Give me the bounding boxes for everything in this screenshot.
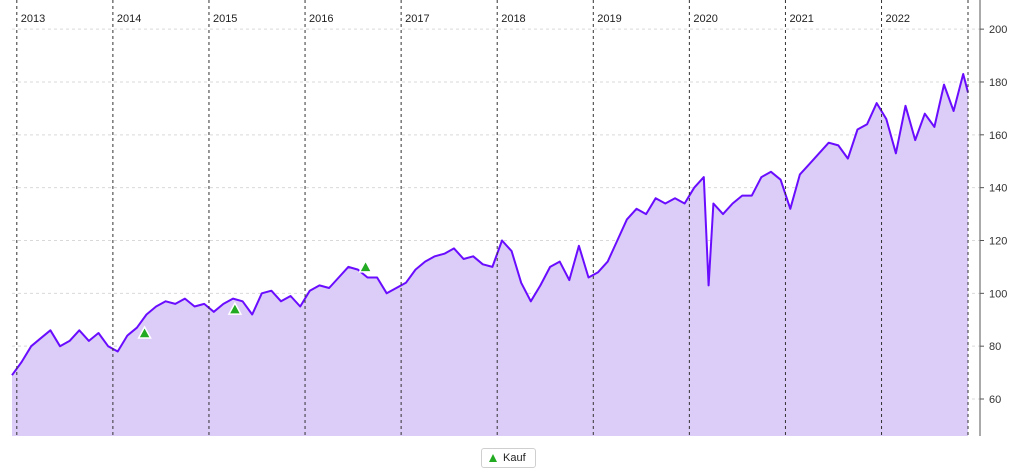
legend-kauf[interactable]: Kauf bbox=[481, 448, 536, 468]
buy-triangle-icon bbox=[489, 454, 497, 462]
year-label: 2022 bbox=[886, 13, 910, 25]
buy-marker[interactable] bbox=[137, 325, 152, 339]
y-tick-label: 200 bbox=[989, 24, 1007, 36]
legend-label: Kauf bbox=[503, 452, 526, 464]
y-tick-label: 60 bbox=[989, 394, 1001, 406]
year-label: 2014 bbox=[117, 13, 141, 25]
y-tick-label: 100 bbox=[989, 288, 1007, 300]
buy-marker[interactable] bbox=[358, 259, 373, 273]
year-labels: 2013 2014 2015 2016 2017 2018 2019 2020 2021 2022 bbox=[21, 13, 910, 25]
year-label: 2018 bbox=[501, 13, 525, 25]
buy-markers bbox=[137, 259, 373, 339]
year-label: 2020 bbox=[693, 13, 717, 25]
year-label: 2013 bbox=[21, 13, 45, 25]
year-label: 2016 bbox=[309, 13, 333, 25]
y-tick-label: 120 bbox=[989, 235, 1007, 247]
year-label: 2019 bbox=[597, 13, 621, 25]
price-area-fill bbox=[12, 74, 968, 436]
y-tick-label: 80 bbox=[989, 341, 1001, 353]
y-tick-label: 160 bbox=[989, 130, 1007, 142]
y-axis-tick-labels: 60 80 100 120 140 160 180 200 bbox=[980, 24, 1007, 406]
year-divider-lines bbox=[16, 0, 969, 436]
year-label: 2015 bbox=[213, 13, 237, 25]
y-tick-label: 140 bbox=[989, 183, 1007, 195]
year-label: 2021 bbox=[789, 13, 813, 25]
y-tick-label: 180 bbox=[989, 77, 1007, 89]
buy-marker[interactable] bbox=[227, 301, 243, 315]
year-label: 2017 bbox=[405, 13, 429, 25]
